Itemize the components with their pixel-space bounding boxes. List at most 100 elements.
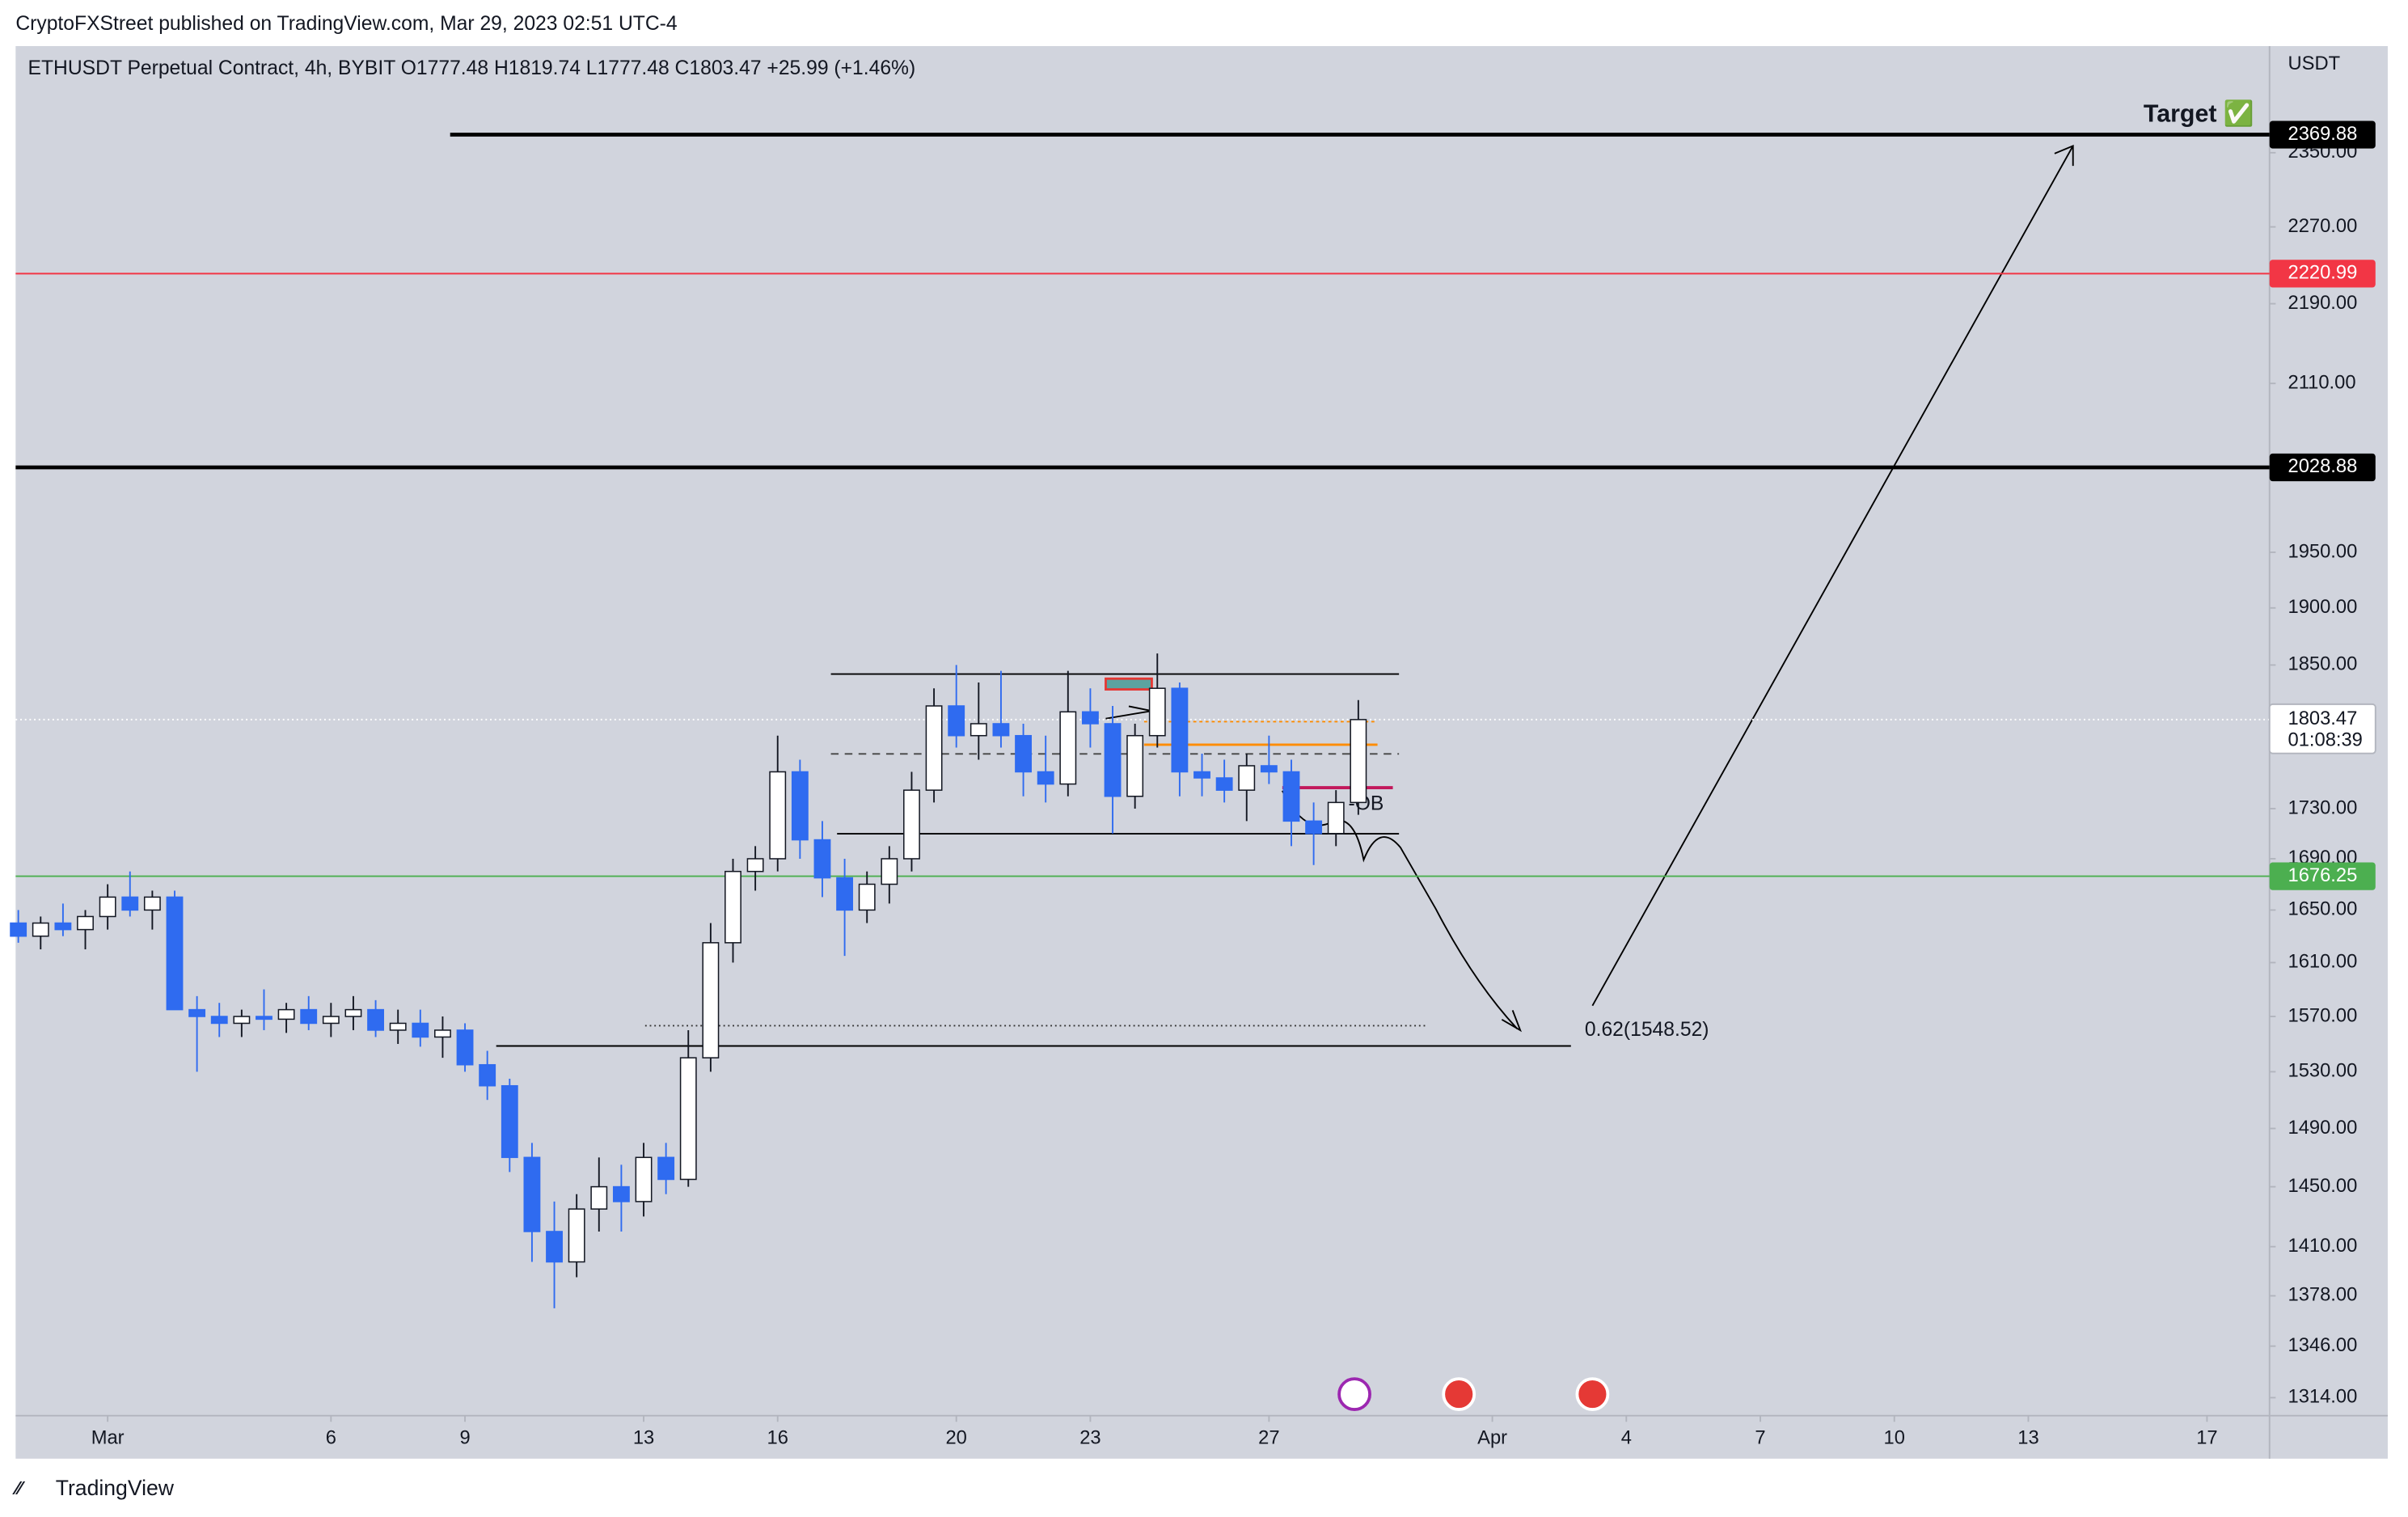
y-tick-label: 2190.00 [2288, 293, 2358, 314]
candle-body [1193, 771, 1210, 779]
us-event-icon[interactable] [1442, 1377, 1476, 1411]
price-label-box [2269, 120, 2376, 149]
candle-body [412, 1022, 429, 1038]
candle-body [300, 1008, 318, 1025]
candle-body [1238, 765, 1256, 791]
candle [657, 1143, 675, 1194]
candle-body [1081, 711, 1099, 725]
candle [121, 871, 139, 917]
symbol-legend: ETHUSDT Perpetual Contract, 4h, BYBIT O1… [28, 57, 916, 79]
candle-body [1148, 687, 1166, 737]
candle-body [1350, 719, 1367, 804]
candle [77, 910, 94, 949]
candle-body [679, 1057, 697, 1181]
y-tick-label: 2270.00 [2288, 216, 2358, 237]
price-label: 1676.25 [2288, 865, 2358, 886]
plot-background [15, 45, 2388, 1459]
candle [1171, 682, 1189, 797]
candle [10, 910, 27, 943]
candle-body [657, 1156, 675, 1181]
publisher: CryptoFXStreet published on TradingView.… [15, 13, 677, 35]
candle [948, 665, 965, 748]
y-tick-label: 1950.00 [2288, 541, 2358, 562]
projection-arrow [1591, 144, 2074, 1007]
candle [188, 995, 206, 1072]
candle [858, 871, 876, 923]
x-tick-label: 27 [1258, 1427, 1279, 1448]
candle [1148, 653, 1166, 748]
candle-body [948, 705, 965, 737]
candle [590, 1157, 608, 1232]
price-label: 2028.88 [2288, 456, 2358, 477]
candle [725, 858, 741, 963]
candle-body [590, 1185, 608, 1210]
candle-body [1015, 734, 1032, 773]
axis-unit: USDT [2288, 53, 2341, 74]
countdown: 01:08:39 [2288, 730, 2363, 751]
brand: TradingView [56, 1476, 175, 1500]
x-tick-label: 10 [1884, 1427, 1905, 1448]
candle [523, 1143, 541, 1262]
level-label: 0.62(1548.52) [1585, 1019, 1709, 1041]
y-tick-label: 1900.00 [2288, 597, 2358, 618]
candle [1104, 705, 1122, 834]
candle-body [389, 1022, 407, 1031]
supply-box [1105, 677, 1153, 691]
candle-body [725, 870, 741, 944]
candle-body [769, 771, 787, 860]
candle [612, 1164, 630, 1232]
candle-body [881, 858, 898, 885]
candle-body [256, 1016, 272, 1020]
candle [143, 890, 161, 930]
candle-body [10, 922, 27, 937]
candle [970, 682, 987, 760]
price-label: 2220.99 [2288, 263, 2358, 284]
arrowhead [1501, 1010, 1523, 1033]
candle-body [277, 1008, 295, 1020]
candle [1059, 670, 1077, 797]
candle-body [791, 771, 809, 841]
drawings [644, 144, 2074, 1411]
candle-body [501, 1084, 518, 1159]
candle-body [1215, 777, 1233, 791]
candle [1350, 699, 1367, 815]
candle-body [568, 1208, 585, 1263]
candle-body [434, 1029, 451, 1038]
candle [54, 903, 72, 936]
candle-body [233, 1016, 251, 1025]
candle [881, 846, 898, 904]
candle-body [479, 1063, 496, 1087]
price-label-box [2269, 260, 2376, 288]
event-icon[interactable] [1337, 1377, 1371, 1411]
us-event-icon[interactable] [1575, 1377, 1610, 1411]
candle [679, 1029, 697, 1187]
candle [1260, 735, 1278, 784]
candle-body [813, 839, 831, 879]
y-tick-label: 1314.00 [2288, 1387, 2358, 1408]
y-tick-label: 1410.00 [2288, 1236, 2358, 1257]
candle [635, 1143, 653, 1217]
candle-body [546, 1231, 563, 1263]
x-tick-label: 20 [946, 1427, 967, 1448]
candle [501, 1079, 518, 1173]
candle [836, 858, 854, 957]
candle [992, 670, 1010, 748]
candle [233, 1009, 251, 1037]
candle-body [1126, 734, 1144, 797]
candle [1193, 754, 1210, 797]
candle-body [456, 1029, 474, 1066]
logo: ⁄⁄ [11, 1477, 25, 1498]
candle [903, 771, 920, 872]
candle [434, 1016, 451, 1059]
candle [210, 1003, 228, 1037]
candle-body [836, 877, 854, 911]
candle-body [635, 1156, 653, 1202]
candle-body [992, 723, 1010, 737]
x-tick-label: 7 [1755, 1427, 1765, 1448]
y-tick-label: 1490.00 [2288, 1118, 2358, 1139]
candle [1126, 723, 1144, 809]
candle [1015, 723, 1032, 797]
price-label-box [2269, 862, 2376, 890]
last-price: 1803.47 [2288, 708, 2358, 729]
